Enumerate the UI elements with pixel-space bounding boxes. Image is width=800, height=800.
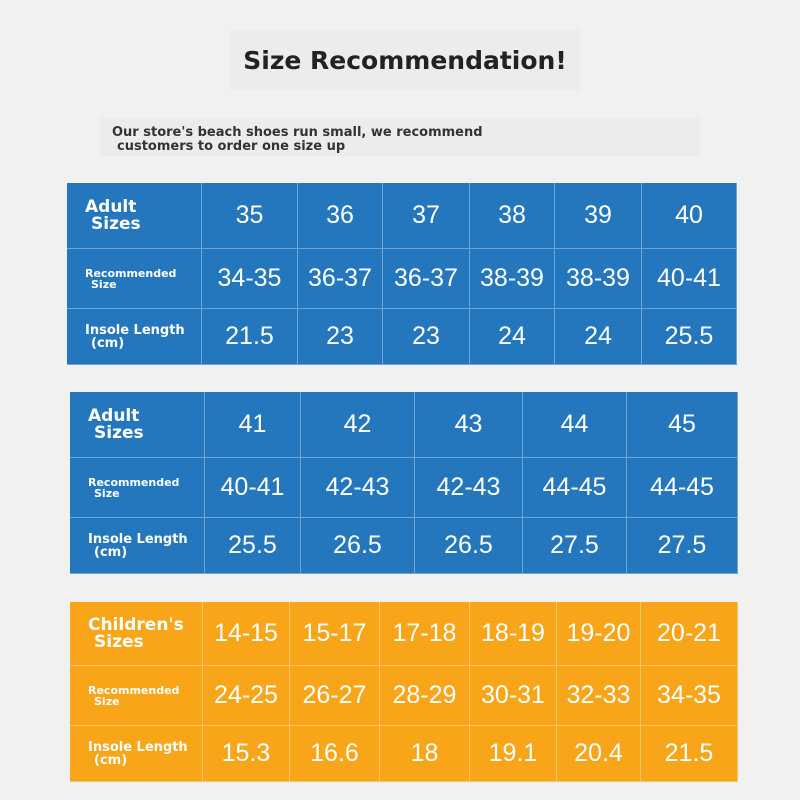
recommended-size-row-cell: 34-35 (202, 249, 298, 309)
size-row-cell: 39 (555, 183, 642, 249)
recommended-size-row-cell: 38-39 (470, 249, 555, 309)
recommended-size-row-header: Recommended Size (67, 249, 202, 309)
size-row-cell: 42 (301, 392, 415, 458)
size-row-cell: 19-20 (557, 602, 641, 666)
size-row-header: Children's Sizes (70, 602, 203, 666)
sizing-note-line-2: customers to order one size up (117, 139, 346, 154)
sizing-note: Our store's beach shoes run small, we re… (100, 118, 700, 156)
size-row-cell: 35 (202, 183, 298, 249)
size-row-cell: 14-15 (203, 602, 290, 666)
row-header-sublabel: Sizes (94, 422, 144, 443)
insole-length-row-cell: 23 (298, 309, 383, 365)
insole-length-row-header: Insole Length (cm) (70, 518, 205, 574)
recommended-size-row-header: Recommended Size (70, 666, 203, 726)
row-header-label: Recommended (88, 475, 180, 489)
size-row-header: Adult Sizes (70, 392, 205, 458)
row-header-sublabel: Sizes (91, 213, 141, 234)
insole-length-row-header: Insole Length (cm) (70, 726, 203, 782)
insole-length-row-cell: 25.5 (642, 309, 737, 365)
size-row-cell: 43 (415, 392, 523, 458)
row-header-sublabel: (cm) (91, 335, 125, 351)
insole-length-row-cell: 26.5 (415, 518, 523, 574)
insole-length-row-cell: 18 (380, 726, 470, 782)
size-row-cell: 36 (298, 183, 383, 249)
insole-length-row-cell: 25.5 (205, 518, 301, 574)
recommended-size-row-header: Recommended Size (70, 458, 205, 518)
recommended-size-row-cell: 44-45 (523, 458, 627, 518)
row-header-label: Recommended (85, 266, 177, 280)
children-size-table: Children's Sizes 14-15 15-17 17-18 18-19 19-20… (70, 602, 738, 782)
row-header-label: Adult (85, 196, 137, 217)
recommended-size-row-cell: 40-41 (205, 458, 301, 518)
row-header-label: Recommended (88, 683, 180, 697)
recommended-size-row-cell: 24-25 (203, 666, 290, 726)
recommended-size-row-cell: 26-27 (290, 666, 380, 726)
insole-length-row-cell: 24 (470, 309, 555, 365)
recommended-size-row-cell: 36-37 (298, 249, 383, 309)
size-row-cell: 38 (470, 183, 555, 249)
insole-length-row-cell: 21.5 (641, 726, 738, 782)
size-row-cell: 15-17 (290, 602, 380, 666)
size-row-cell: 41 (205, 392, 301, 458)
row-header-label: Insole Length (85, 322, 185, 338)
page-title: Size Recommendation! (230, 30, 580, 90)
sizing-note-line-1: Our store's beach shoes run small, we re… (112, 125, 483, 140)
recommended-size-row-cell: 34-35 (641, 666, 738, 726)
row-header-sublabel: Sizes (94, 631, 144, 652)
row-header-label: Children's (88, 614, 184, 635)
insole-length-row-cell: 27.5 (523, 518, 627, 574)
insole-length-row-cell: 19.1 (470, 726, 557, 782)
recommended-size-row-cell: 32-33 (557, 666, 641, 726)
insole-length-row-header: Insole Length (cm) (67, 309, 202, 365)
size-row-cell: 17-18 (380, 602, 470, 666)
recommended-size-row-cell: 36-37 (383, 249, 470, 309)
recommended-size-row-cell: 38-39 (555, 249, 642, 309)
insole-length-row-cell: 21.5 (202, 309, 298, 365)
insole-length-row-cell: 24 (555, 309, 642, 365)
row-header-label: Insole Length (88, 739, 188, 755)
row-header-label: Adult (88, 405, 140, 426)
insole-length-row-cell: 15.3 (203, 726, 290, 782)
insole-length-row-cell: 26.5 (301, 518, 415, 574)
row-header-sublabel: (cm) (94, 544, 128, 560)
insole-length-row-cell: 27.5 (627, 518, 738, 574)
recommended-size-row-cell: 40-41 (642, 249, 737, 309)
insole-length-row-cell: 20.4 (557, 726, 641, 782)
recommended-size-row-cell: 30-31 (470, 666, 557, 726)
row-header-sublabel: Size (91, 277, 117, 291)
row-header-sublabel: Size (94, 486, 120, 500)
insole-length-row-cell: 23 (383, 309, 470, 365)
row-header-label: Insole Length (88, 531, 188, 547)
recommended-size-row-cell: 42-43 (301, 458, 415, 518)
size-row-cell: 40 (642, 183, 737, 249)
insole-length-row-cell: 16.6 (290, 726, 380, 782)
recommended-size-row-cell: 42-43 (415, 458, 523, 518)
size-row-cell: 20-21 (641, 602, 738, 666)
adult-size-table-2: Adult Sizes 41 42 43 44 45 Recommended Size 40-41… (70, 392, 738, 574)
row-header-sublabel: Size (94, 694, 120, 708)
size-row-cell: 44 (523, 392, 627, 458)
row-header-sublabel: (cm) (94, 752, 128, 768)
size-row-cell: 45 (627, 392, 738, 458)
size-row-cell: 37 (383, 183, 470, 249)
size-row-header: Adult Sizes (67, 183, 202, 249)
recommended-size-row-cell: 28-29 (380, 666, 470, 726)
adult-size-table-1: Adult Sizes 35 36 37 38 39 40 Recommended Size 34-… (67, 183, 737, 365)
size-row-cell: 18-19 (470, 602, 557, 666)
recommended-size-row-cell: 44-45 (627, 458, 738, 518)
